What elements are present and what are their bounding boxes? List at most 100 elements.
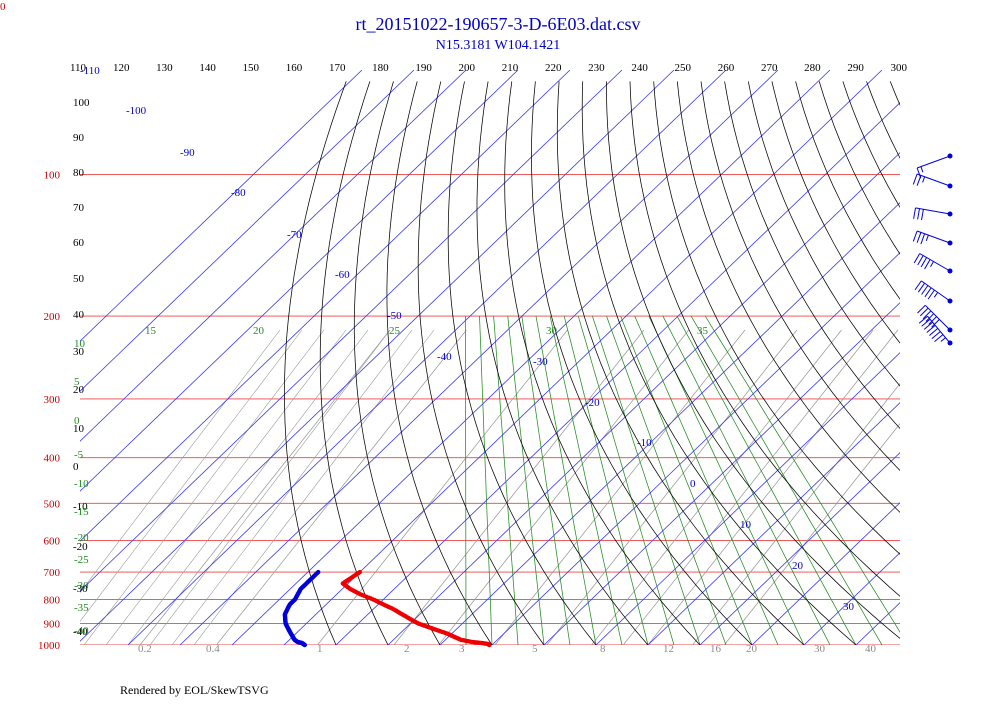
dry-adiabat-left-label: 50 [73,273,85,285]
moist-adiabat-left-label: -5 [74,449,84,461]
wind-barb-half-feather [921,167,923,173]
wind-barb-feather [922,209,924,220]
dry-adiabat-top-label: 240 [631,62,648,74]
isotherm-line [388,70,986,645]
isotherm-label: -50 [387,310,402,322]
pressure-label: 1000 [38,640,61,652]
isotherm-label: 20 [792,560,804,572]
dry-adiabat-line [284,81,346,645]
mixing-ratio-label: 0.2 [138,643,152,655]
pressure-label: 700 [44,567,61,579]
isotherm-line [492,70,1000,645]
dry-adiabat-top-label: 140 [199,62,216,74]
mixing-ratio-label: 40 [865,643,877,655]
moist-adiabat-left-label: 0 [74,415,80,427]
wind-barb-staff [917,174,950,186]
chart-title: rt_20151022-190657-3-D-6E03.dat.csv [356,14,641,34]
isotherm-label: -30 [533,356,548,368]
moist-adiabat-line [494,316,518,645]
pressure-label: 600 [44,536,61,548]
dewpoint-point [316,570,320,574]
dry-adiabat-top-label: 130 [156,62,173,74]
dry-adiabat-top-label: 300 [891,62,908,74]
dewpoint-profile [283,570,321,647]
pressure-label: 300 [44,394,61,406]
isotherm-line [544,70,1000,645]
mixing-ratio-label: 12 [663,643,674,655]
mixing-ratio-line [62,330,302,645]
dry-adiabat-line [985,81,1000,645]
isotherm-line [960,70,1000,645]
dry-adiabat-left-label: 80 [73,167,85,179]
pressure-label: 400 [44,453,61,465]
mixing-ratio-line [194,330,434,645]
mixing-ratio-label: 20 [746,643,758,655]
mixing-ratio-label: 5 [532,643,538,655]
wind-barb-feather [914,254,920,264]
pressure-label: 800 [44,594,61,606]
moist-adiabat-line [663,316,830,645]
dry-adiabat-line [914,81,1000,645]
mixing-ratio-line [623,330,873,645]
wind-barb-staff [917,156,950,168]
moist-adiabat-left-label: -10 [74,478,89,490]
wind-barb-staff [916,208,951,214]
moist-adiabat-left-label: -35 [74,602,89,614]
isotherm-line [648,70,1000,645]
isotherm-label: -70 [287,229,302,241]
mixing-ratio-label: 2 [404,643,410,655]
moist-adiabat-top-label: 20 [253,325,265,337]
wind-barbs [913,154,952,346]
dry-adiabat-line [796,81,1000,645]
dry-adiabat-top-label: 170 [329,62,346,74]
mixing-ratio-label: 1 [317,643,323,655]
moist-adiabat-line [480,316,493,645]
pressure-label: 200 [44,311,61,323]
corner-label: 0 [0,1,6,13]
dry-adiabat-lines [284,81,1000,645]
dry-adiabat-top-label: 230 [588,62,605,74]
dry-adiabat-line [890,81,1000,645]
moist-adiabat-line [691,316,882,645]
pressure-label: 900 [44,618,61,630]
isotherm-label: -100 [126,105,147,117]
wind-barb-feather [921,258,927,268]
dry-adiabat-line [606,81,908,645]
isotherm-line [596,70,1000,645]
wind-barb-staff [921,281,950,301]
dry-adiabat-left-label: 60 [73,237,85,249]
isotherm-line [0,70,466,645]
moist-adiabat-left-label: -15 [74,506,89,518]
mixing-ratio-line [106,330,346,645]
dry-adiabat-top-label: 190 [415,62,432,74]
dry-adiabat-left-label: 0 [73,461,79,473]
isotherm-label: -20 [585,397,600,409]
moist-adiabat-line [621,316,752,645]
wind-barb-half-feather [923,177,925,183]
wind-barb-feather [918,209,920,220]
wind-barb-feather [925,260,931,270]
isobar-lines [80,174,900,645]
dry-adiabat-top-label: 150 [243,62,260,74]
wind-barb-feather [917,232,921,242]
mixing-ratio-label: 8 [600,643,606,655]
wind-barb-feather [914,208,916,219]
dry-adiabat-left-label: 40 [73,309,85,321]
dry-adiabat-top-label: 250 [675,62,692,74]
dry-adiabat-top-label: 120 [113,62,130,74]
isotherm-label: -10 [637,437,652,449]
wind-barb-feather [921,234,925,244]
isotherm-line [908,70,1000,645]
wind-barb-feather [917,175,921,185]
isotherm-line [856,70,1000,645]
dry-adiabat-top-label: 160 [286,62,303,74]
dry-adiabat-top-label: 200 [459,62,476,74]
mixing-ratio-label: 30 [814,643,826,655]
temperature-point [358,570,362,574]
wind-barb-feather [913,174,917,184]
isotherm-label: 30 [843,601,855,613]
wind-barb-half-feather [941,338,946,342]
dry-adiabat-line [725,81,1000,645]
